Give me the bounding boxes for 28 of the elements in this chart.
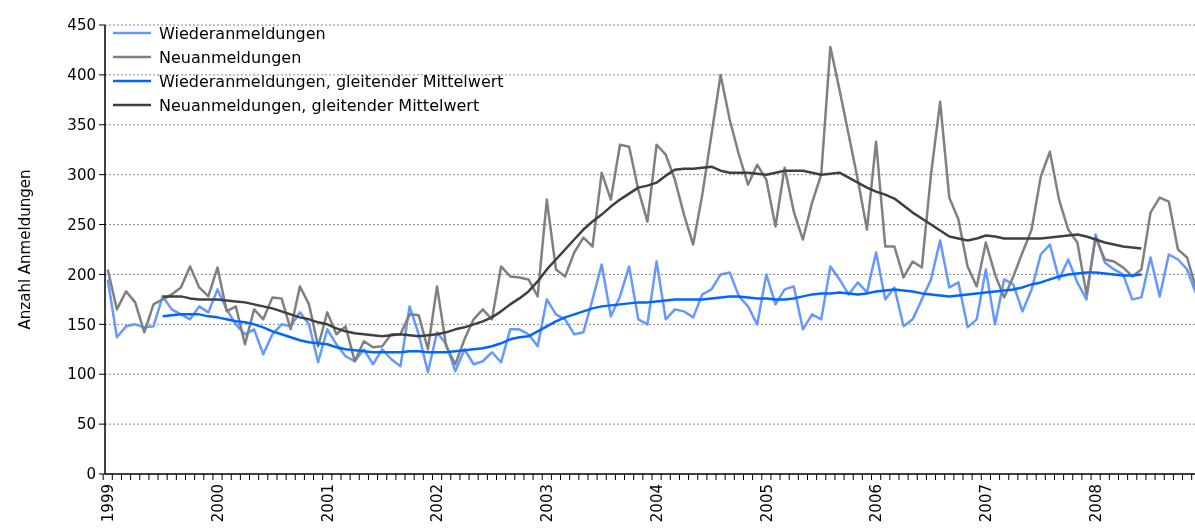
x-tick-label: 2004 (647, 484, 666, 523)
line-series (161, 165, 1143, 338)
x-tick-label: 2005 (757, 484, 776, 523)
x-tick-label: 1999 (98, 484, 117, 523)
x-tick-label: 2002 (428, 484, 447, 523)
legend-label: Wiederanmeldungen, gleitender Mittelwert (159, 71, 504, 91)
line-series (106, 45, 1195, 366)
y-tick-label: 100 (67, 365, 96, 384)
x-tick-label: 2008 (1086, 484, 1105, 523)
y-tick-label: 50 (76, 415, 96, 434)
y-tick-label: 200 (67, 265, 96, 284)
y-tick-label: 300 (67, 165, 96, 184)
y-tick-label: 250 (67, 215, 96, 234)
x-tick-label: 2000 (208, 484, 227, 523)
y-tick-label: 400 (67, 66, 96, 85)
y-tick-label: 150 (67, 315, 96, 334)
legend-label: Wiederanmeldungen (159, 23, 326, 43)
legend-label: Neuanmeldungen (159, 47, 302, 67)
line-series (161, 271, 1143, 354)
y-axis-title: Anzahl Anmeldungen (16, 169, 34, 330)
x-tick-label: 2001 (318, 484, 337, 523)
x-tick-label: 2007 (977, 484, 996, 523)
y-tick-label: 450 (67, 16, 96, 35)
y-tick-label: 0 (86, 465, 96, 484)
x-tick-label: 2006 (867, 484, 886, 523)
y-tick-label: 350 (67, 116, 96, 135)
legend-label: Neuanmeldungen, gleitender Mittelwert (159, 95, 480, 115)
x-tick-label: 2003 (538, 484, 557, 523)
